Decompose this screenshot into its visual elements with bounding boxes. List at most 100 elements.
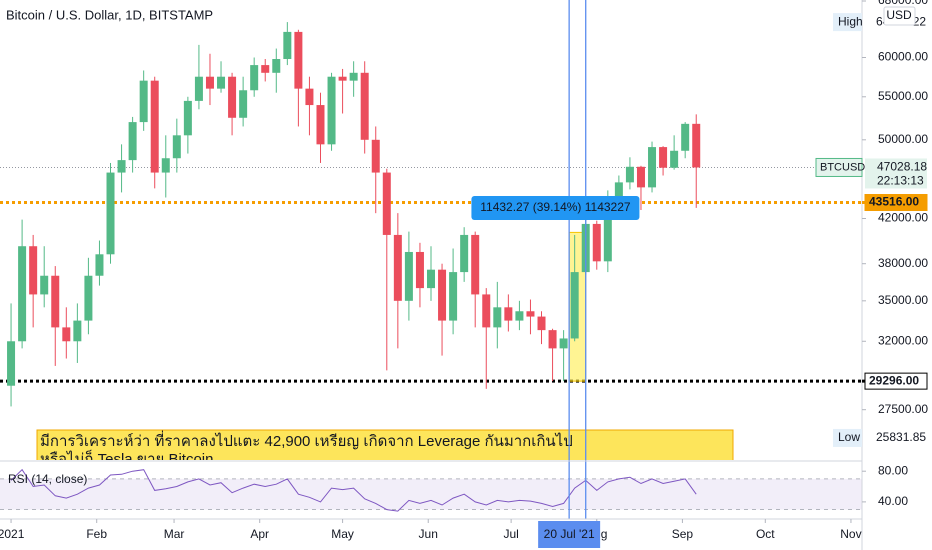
candle-body	[305, 88, 314, 106]
candle-body	[681, 123, 690, 151]
candle-body	[217, 76, 226, 89]
marker-label: Low	[838, 430, 860, 444]
last-name-box	[815, 157, 863, 177]
overlay: 11432.27 (39.14%) 1143227	[471, 0, 640, 519]
candle-body	[95, 254, 104, 276]
candle-body	[548, 330, 557, 349]
candle-body	[139, 80, 148, 123]
candle-body	[7, 341, 16, 386]
candle-body	[261, 65, 270, 73]
candle-body	[62, 327, 71, 342]
x-tick-label: May	[331, 527, 354, 541]
marker-value: 25831.85	[876, 430, 926, 444]
measure-label: 11432.27 (39.14%) 1143227	[480, 200, 631, 214]
candle-body	[316, 105, 325, 145]
x-tick-label: Apr	[250, 527, 269, 541]
annotation-box	[36, 429, 734, 460]
candle-body	[625, 166, 634, 183]
candle-body	[360, 72, 369, 140]
candle-body	[614, 182, 623, 200]
candle-body	[117, 160, 126, 173]
candle-body	[371, 139, 380, 173]
x-tick-label: Jun	[419, 527, 438, 541]
candle-body	[283, 31, 292, 60]
y-tick-label: 60000.00	[878, 50, 928, 64]
candle-body	[73, 320, 82, 342]
currency-label: USD	[886, 8, 912, 22]
candle-body	[382, 172, 391, 235]
last-name: BTCUSD	[820, 161, 865, 173]
candle-body	[559, 338, 568, 349]
x-tick-label: 2021	[0, 527, 25, 541]
x-tick-label: Jul	[503, 527, 518, 541]
x-tick-label: Nov	[840, 527, 861, 541]
rsi-pane	[0, 468, 862, 512]
candle-body	[659, 147, 668, 168]
rsi-tick-label: 80.00	[878, 463, 908, 477]
candle-body	[183, 100, 192, 136]
measure-label-box	[471, 196, 640, 220]
crosshair-date: 20 Jul '21	[544, 527, 595, 541]
marker-box	[833, 13, 862, 32]
candle-body	[449, 272, 458, 321]
y-tick-label: 35000.00	[878, 293, 928, 307]
candle-body	[482, 294, 491, 328]
candle-body	[592, 223, 601, 262]
candle-body	[570, 272, 579, 339]
y-tick-label: 55000.00	[878, 89, 928, 103]
level-label: 29296.00	[869, 373, 919, 387]
rsi-band	[0, 478, 862, 510]
candle-body	[404, 251, 413, 301]
candle-body	[272, 59, 281, 73]
candle-body	[228, 76, 237, 118]
candle-body	[515, 311, 524, 321]
candle-body	[338, 76, 347, 81]
price-pane: มีการวิเคราะห์ว่า ที่ราคาลงไปแตะ 42,900 …	[0, 22, 862, 468]
level-label: 43516.00	[869, 195, 919, 209]
candle-body	[106, 172, 115, 255]
chart-title: Bitcoin / U.S. Dollar, 1D, BITSTAMP	[6, 7, 213, 22]
candle-body	[603, 199, 612, 262]
x-tick-label: Sep	[672, 527, 694, 541]
annotation-text: หรือไม่ก็ Tesla ขาย Bitcoin	[40, 449, 213, 468]
marker-label: High	[838, 14, 863, 28]
rsi-label: RSI (14, close)	[8, 472, 87, 486]
x-tick-label: Oct	[756, 527, 775, 541]
y-tick-label: 27500.00	[878, 402, 928, 416]
x-tick-label: Feb	[86, 527, 107, 541]
candle-body	[40, 275, 49, 295]
candle-body	[460, 234, 469, 273]
y-tick-label: 68000.00	[878, 0, 928, 7]
candle-body	[504, 307, 513, 321]
candle-body	[349, 72, 358, 81]
candle-body	[150, 80, 159, 173]
candle-body	[636, 166, 645, 188]
y-tick-label: 38000.00	[878, 256, 928, 270]
marker-box	[833, 428, 862, 447]
candle-body	[393, 234, 402, 301]
candle-body	[327, 76, 336, 145]
candle-body	[84, 275, 93, 321]
candle-body	[427, 269, 435, 289]
countdown: 22:13:13	[877, 174, 924, 188]
candle-body	[51, 275, 60, 328]
candle-body	[172, 135, 181, 159]
candle-body	[670, 150, 679, 168]
candle-body	[438, 269, 447, 321]
candle-body	[471, 234, 480, 295]
y-tick-label: 42000.00	[878, 211, 928, 225]
candle-body	[250, 65, 259, 91]
candle-body	[692, 123, 701, 168]
crosshair-date-box	[538, 521, 601, 548]
candle-body	[648, 147, 657, 188]
candle-body	[128, 122, 137, 161]
annotation-text: มีการวิเคราะห์ว่า ที่ราคาลงไปแตะ 42,900 …	[40, 430, 573, 450]
candle-body	[493, 307, 502, 328]
candle-body	[29, 246, 38, 295]
candle-body	[526, 311, 535, 317]
candle-body	[415, 251, 424, 289]
last-value-box	[865, 158, 927, 189]
last-value: 47028.18	[877, 160, 927, 174]
y-tick-label: 50000.00	[878, 132, 928, 146]
